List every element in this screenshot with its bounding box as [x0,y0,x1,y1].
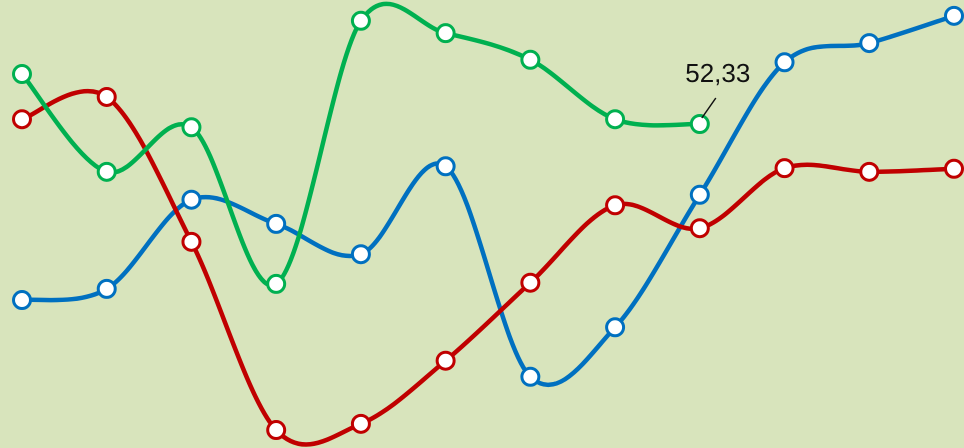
data-point [181,189,202,210]
data-point [266,420,287,441]
label-leader [701,97,717,119]
data-point [689,184,710,205]
data-point [96,86,117,107]
data-point [350,413,371,434]
data-point [774,52,795,73]
data-point [181,117,202,138]
data-point [520,49,541,70]
data-point [266,273,287,294]
series-line [21,13,955,387]
data-point [181,231,202,252]
data-point [96,278,117,299]
data-point [944,158,964,179]
data-point [435,156,456,177]
data-point [350,244,371,265]
data-point [520,366,541,387]
data-point [859,161,880,182]
data-point [605,109,626,130]
data-point [859,33,880,54]
series-line [20,1,700,288]
data-point [12,64,32,85]
data-point [774,158,795,179]
data-point [689,218,710,239]
data-point [435,350,456,371]
data-point [12,290,32,311]
data-point [944,5,964,26]
data-point [605,317,626,338]
data-point [605,195,626,216]
data-point [520,272,541,293]
data-point [12,109,32,130]
data-point [350,10,371,31]
data-label: 52,33 [685,58,750,88]
data-point [689,114,710,135]
data-point [96,161,117,182]
data-point [435,23,456,44]
data-point [266,213,287,234]
